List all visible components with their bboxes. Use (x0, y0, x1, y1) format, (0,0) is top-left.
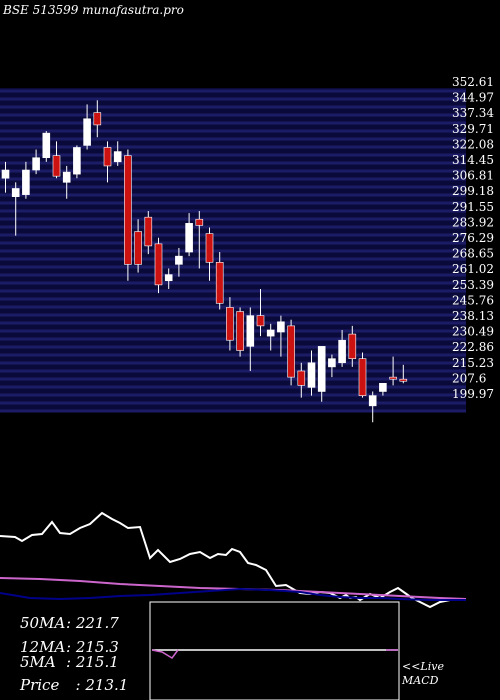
macd-label: MACD (401, 674, 439, 687)
macd-line (151, 649, 179, 659)
candle-body (103, 147, 112, 167)
candle-body (256, 315, 265, 327)
candle-body (307, 362, 316, 388)
ma12-value: : 215.3 (66, 638, 119, 656)
y-tick-label: 245.76 (452, 293, 494, 307)
candle-body (246, 315, 255, 347)
y-tick-label: 222.86 (452, 340, 494, 354)
candle-body (124, 155, 132, 265)
candles (1, 100, 408, 423)
signal-line (0, 587, 466, 601)
candle-body (226, 307, 234, 341)
candle-body (1, 169, 10, 179)
candle-body (348, 333, 357, 359)
ma50-value: : 221.7 (66, 614, 119, 632)
y-tick-label: 215.23 (452, 356, 494, 370)
price-label: Price (19, 676, 59, 694)
y-tick-label: 322.08 (452, 137, 494, 151)
candle-body (185, 223, 193, 253)
candle-body (338, 339, 346, 364)
candle-body (287, 325, 295, 378)
candle-body (83, 118, 91, 146)
y-tick-label: 344.97 (452, 91, 494, 105)
y-tick-label: 238.13 (452, 309, 494, 323)
candle-body (42, 132, 51, 159)
ma50-label: 50MA (20, 614, 65, 632)
live-label: <<Live (402, 660, 444, 673)
candle-body (297, 370, 306, 386)
candle-body (113, 151, 122, 163)
candle-body (379, 382, 387, 392)
y-tick-label: 268.65 (452, 247, 494, 261)
macd-box (149, 601, 400, 700)
candle-body (134, 231, 142, 265)
ma12-label: 12MA (20, 638, 65, 656)
candle-body (215, 262, 224, 304)
ma5-label: 5MA (20, 653, 56, 671)
candle-body (93, 112, 102, 126)
candle-body (236, 311, 244, 351)
candle-body (317, 346, 326, 392)
volume-line (0, 511, 466, 609)
candle-body (277, 321, 285, 333)
y-tick-label: 199.97 (452, 387, 494, 401)
candle-body (32, 157, 40, 171)
y-tick-label: 276.29 (452, 231, 494, 245)
y-tick-label: 283.92 (452, 215, 494, 229)
y-tick-label: 329.71 (452, 122, 494, 136)
ma5-value: : 215.1 (66, 653, 119, 671)
y-tick-label: 253.39 (452, 278, 494, 292)
y-tick-label: 299.18 (452, 184, 494, 198)
candle-body (62, 171, 71, 183)
candle-body (52, 155, 61, 177)
y-tick-label: 230.49 (452, 325, 494, 339)
candle-body (73, 147, 81, 175)
candle-body (266, 329, 275, 337)
candle-body (368, 395, 377, 407)
y-tick-label: 291.55 (452, 200, 494, 214)
y-tick-label: 261.02 (452, 262, 494, 276)
candle-body (164, 274, 173, 282)
y-tick-label: 337.34 (452, 106, 494, 120)
candle-body (175, 255, 183, 265)
candle-body (195, 218, 204, 226)
candle-body (22, 169, 30, 195)
price-grid (0, 88, 466, 413)
price-value: : 213.1 (66, 676, 128, 694)
candle-body (328, 358, 336, 368)
candle-body (399, 378, 408, 382)
candle-body (358, 358, 367, 396)
candle-body (154, 243, 163, 286)
candle-body (144, 216, 153, 247)
y-tick-label: 314.45 (452, 153, 494, 167)
candle-body (389, 376, 397, 380)
chart-title: BSE 513599 munafasutra.pro (3, 3, 184, 17)
candle-body (205, 233, 214, 263)
candle-body (11, 188, 20, 197)
y-tick-label: 207.6 (452, 371, 486, 385)
y-tick-label: 306.81 (452, 169, 494, 183)
y-tick-label: 352.61 (452, 75, 494, 89)
